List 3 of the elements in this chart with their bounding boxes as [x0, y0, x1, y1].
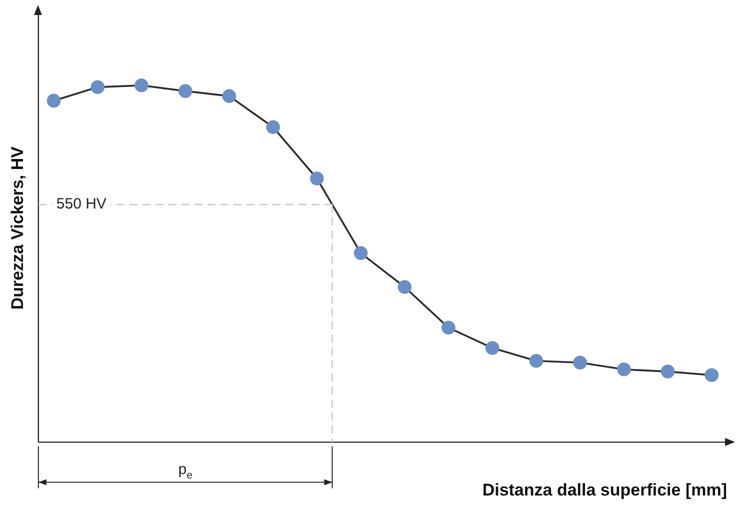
ref-line-label: 550 HV [56, 196, 106, 213]
y-axis-title: Durezza Vickers, HV [8, 146, 27, 310]
x-axis-title: Distanza dalla superficie [mm] [482, 480, 727, 500]
